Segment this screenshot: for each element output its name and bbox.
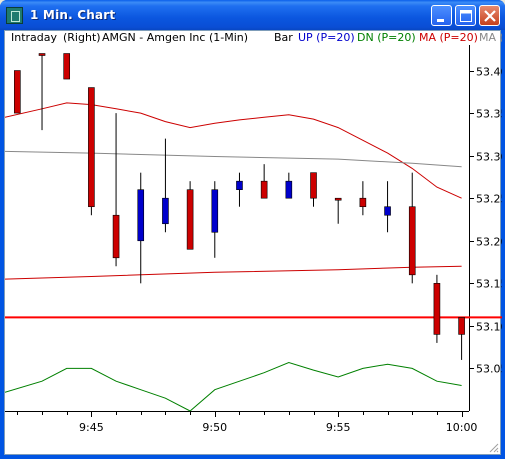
minimize-icon <box>437 19 444 22</box>
price-chart[interactable]: Intraday (Right) AMGN - Amgen Inc (1-Min… <box>5 31 502 456</box>
header-type: Bar <box>274 31 293 44</box>
header-symbol: AMGN - Amgen Inc (1-Min) <box>102 31 248 44</box>
bar-body-4 <box>112 214 120 259</box>
bar-body-14 <box>359 197 367 208</box>
bar-body-18 <box>458 317 465 335</box>
series-ma_red_upper <box>5 102 462 199</box>
bar-body-1 <box>38 53 46 56</box>
price-bars <box>14 53 465 360</box>
legend-ma-red: MA (P=20) <box>419 31 478 44</box>
indicator-lines <box>5 102 462 412</box>
bar-body-15 <box>384 206 391 216</box>
x-axis: 9:45 9:50 9:55 10:00 <box>17 411 478 434</box>
chart-area[interactable]: Intraday (Right) AMGN - Amgen Inc (1-Min… <box>4 30 502 456</box>
x-tick-label: 9:45 <box>79 421 104 434</box>
x-tick-label: 9:50 <box>202 421 227 434</box>
y-tick-label: 53.30 <box>476 151 502 164</box>
y-tick-label: 53.20 <box>476 236 502 249</box>
x-tick-label: 10:00 <box>446 421 478 434</box>
legend-dn: DN (P=20) <box>357 31 416 44</box>
bar-body-7 <box>186 189 194 250</box>
bar-body-8 <box>211 189 219 233</box>
bar-body-3 <box>88 87 95 208</box>
minimize-button[interactable] <box>431 5 452 26</box>
bar-body-16 <box>408 206 416 276</box>
maximize-icon <box>460 10 472 22</box>
series-ma_red_lower <box>5 265 462 280</box>
header-intraday: Intraday <box>11 31 58 44</box>
bar-body-2 <box>63 53 71 80</box>
bar-body-5 <box>137 189 145 242</box>
bar-body-13 <box>334 197 342 201</box>
legend-ma-gray: MA (P <box>479 31 502 44</box>
y-tick-label: 53.10 <box>476 321 502 334</box>
app-icon[interactable] <box>6 7 23 24</box>
series-ma_gray <box>5 150 462 168</box>
maximize-button[interactable] <box>455 5 476 26</box>
bar-body-11 <box>285 180 293 199</box>
y-tick-label: 53.25 <box>476 193 502 206</box>
resize-grip-icon[interactable] <box>487 441 499 453</box>
y-tick-label: 53.05 <box>476 363 502 376</box>
series-dn_band <box>5 361 462 412</box>
bar-body-6 <box>162 197 169 225</box>
legend-up: UP (P=20) <box>298 31 355 44</box>
bar-body-9 <box>236 180 243 190</box>
close-icon <box>484 10 496 22</box>
y-tick-label: 53.40 <box>476 66 502 79</box>
header-scale: (Right) <box>63 31 101 44</box>
window-title: 1 Min. Chart <box>30 8 116 22</box>
bar-body-17 <box>433 283 441 335</box>
title-bar[interactable]: 1 Min. Chart <box>0 0 505 30</box>
y-tick-label: 53.15 <box>476 278 502 291</box>
close-button[interactable] <box>479 5 500 26</box>
y-tick-label: 53.35 <box>476 108 502 121</box>
bar-body-0 <box>14 70 21 114</box>
bar-body-12 <box>310 172 317 199</box>
y-axis: 53.40 53.35 53.30 53.25 53.20 53.15 53.10 53.05 <box>469 66 502 376</box>
bar-body-10 <box>260 180 268 199</box>
x-tick-label: 9:55 <box>326 421 351 434</box>
